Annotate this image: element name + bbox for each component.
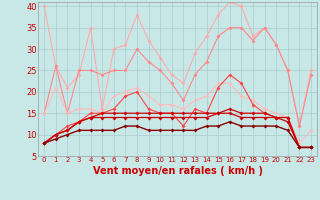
X-axis label: Vent moyen/en rafales ( km/h ): Vent moyen/en rafales ( km/h ) <box>92 166 263 176</box>
